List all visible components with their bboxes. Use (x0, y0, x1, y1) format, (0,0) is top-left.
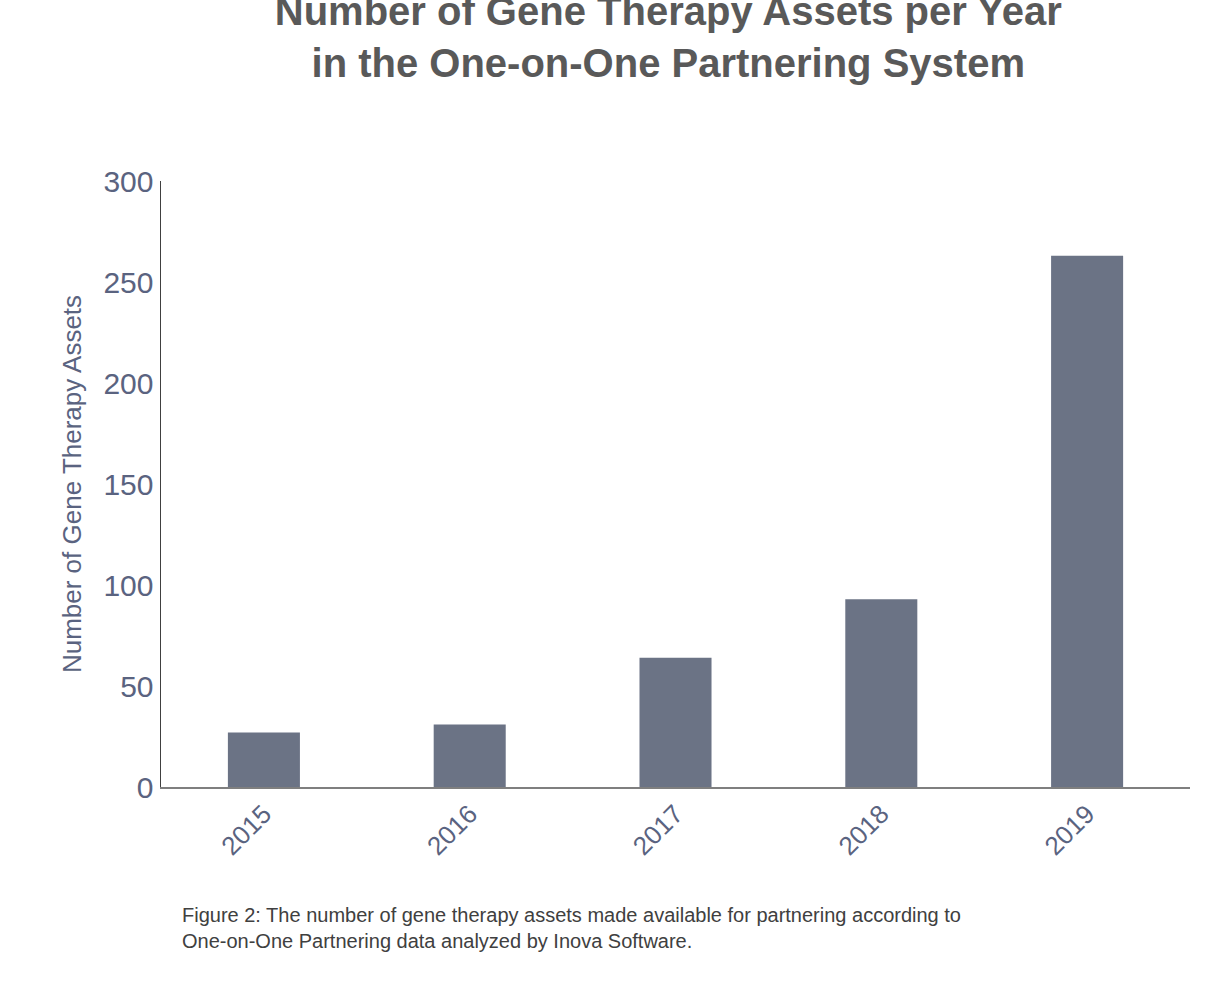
svg-text:2018: 2018 (833, 799, 895, 861)
svg-text:2016: 2016 (421, 799, 483, 861)
svg-text:150: 150 (103, 468, 153, 501)
svg-text:2015: 2015 (215, 799, 277, 861)
svg-text:100: 100 (103, 569, 153, 602)
svg-text:250: 250 (103, 266, 153, 299)
svg-text:50: 50 (120, 670, 153, 703)
svg-text:2019: 2019 (1038, 799, 1100, 861)
svg-text:2017: 2017 (627, 799, 689, 861)
svg-text:Figure 2: The number of gene t: Figure 2: The number of gene therapy ass… (182, 904, 961, 952)
svg-text:200: 200 (103, 367, 153, 400)
svg-text:300: 300 (103, 165, 153, 198)
svg-text:Number of Gene Therapy Assets: Number of Gene Therapy Assets per Yearin… (275, 0, 1062, 85)
svg-text:0: 0 (137, 771, 154, 804)
svg-text:Number of Gene Therapy Assets: Number of Gene Therapy Assets (57, 295, 87, 673)
